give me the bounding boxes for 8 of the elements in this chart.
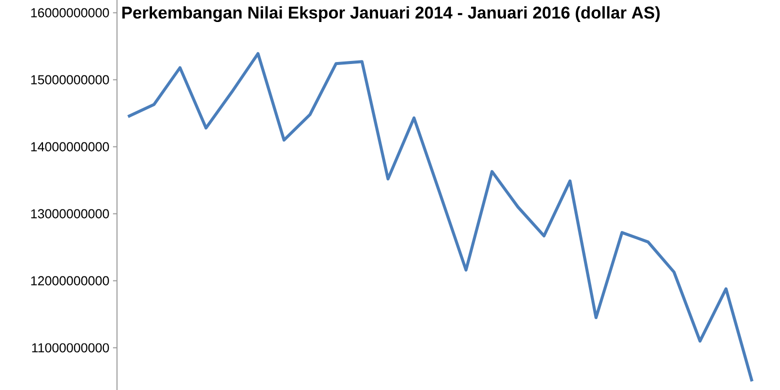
- chart-title: Perkembangan Nilai Ekspor Januari 2014 - Januari 2016 (dollar AS): [122, 6, 660, 22]
- y-tick-label: 15000000000: [31, 75, 109, 84]
- y-tick-label: 12000000000: [31, 276, 109, 286]
- y-tick-label: 11000000000: [32, 343, 109, 352]
- y-tick-label: 16000000000: [31, 8, 109, 18]
- y-tick-label: 13000000000: [31, 209, 109, 218]
- line-series: [126, 52, 754, 383]
- y-tick-label: 14000000000: [31, 142, 109, 152]
